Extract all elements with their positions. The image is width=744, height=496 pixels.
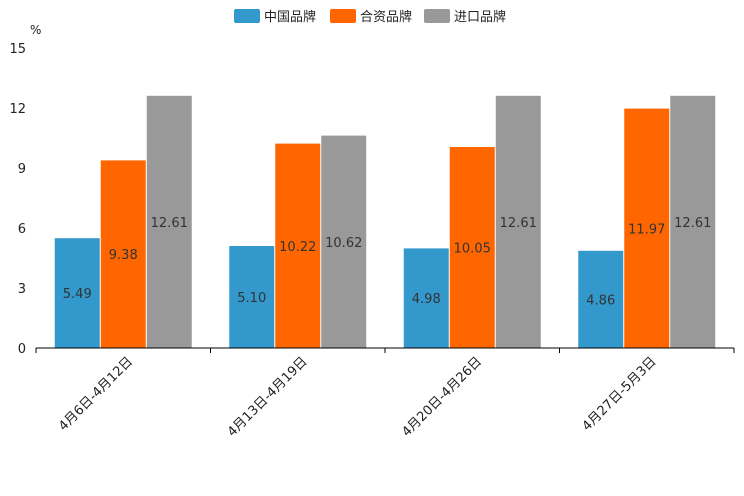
bar-value-label: 12.61 bbox=[500, 216, 537, 231]
y-axis: 0 3 6 9 12 15 bbox=[9, 42, 26, 357]
bar bbox=[670, 95, 716, 348]
bar-value-label: 4.98 bbox=[412, 292, 441, 307]
bar bbox=[321, 135, 367, 348]
bar-value-label: 11.97 bbox=[628, 222, 665, 237]
x-category-label: 4月6日-4月12日 bbox=[56, 354, 136, 434]
value-labels: 5.49 9.38 12.61 5.10 10.22 10.62 4.98 10.05 12.6… bbox=[63, 216, 712, 309]
bar-value-label: 10.62 bbox=[325, 236, 362, 251]
x-category-label: 4月20日-4月26日 bbox=[399, 354, 485, 440]
bar bbox=[624, 108, 670, 348]
bar bbox=[449, 147, 495, 348]
bar bbox=[495, 95, 541, 348]
bar bbox=[403, 248, 449, 348]
y-tick-label: 15 bbox=[9, 42, 26, 57]
y-tick-label: 9 bbox=[18, 162, 26, 177]
bar-value-label: 12.61 bbox=[151, 216, 188, 231]
legend-label: 合资品牌 bbox=[360, 9, 412, 25]
legend-swatch bbox=[234, 9, 260, 23]
bar-value-label: 12.61 bbox=[674, 216, 711, 231]
bar-value-label: 9.38 bbox=[109, 248, 138, 263]
bar-value-label: 10.05 bbox=[454, 242, 491, 257]
y-axis-unit-label: % bbox=[30, 23, 41, 37]
bar-value-label: 5.10 bbox=[237, 291, 266, 306]
bar-value-label: 5.49 bbox=[63, 287, 92, 302]
legend-label: 进口品牌 bbox=[454, 9, 506, 25]
bar-value-label: 10.22 bbox=[279, 240, 316, 255]
legend-swatch bbox=[330, 9, 356, 23]
bar bbox=[54, 238, 100, 348]
bars bbox=[54, 95, 716, 348]
x-axis: 4月6日-4月12日 4月13日-4月19日 4月20日-4月26日 4月27日-5月… bbox=[35, 348, 735, 440]
x-category-label: 4月27日-5月3日 bbox=[580, 354, 660, 434]
bar-value-label: 4.86 bbox=[586, 293, 615, 308]
bar bbox=[275, 143, 321, 348]
y-tick-label: 0 bbox=[18, 342, 26, 357]
bar bbox=[578, 250, 624, 348]
legend-label: 中国品牌 bbox=[264, 9, 316, 25]
legend: 中国品牌 合资品牌 进口品牌 bbox=[234, 9, 506, 25]
bar bbox=[229, 246, 275, 348]
bar bbox=[100, 160, 146, 348]
y-tick-label: 3 bbox=[18, 282, 26, 297]
bar bbox=[146, 95, 192, 348]
legend-swatch bbox=[424, 9, 450, 23]
y-tick-label: 6 bbox=[18, 222, 26, 237]
x-category-label: 4月13日-4月19日 bbox=[225, 354, 311, 440]
y-tick-label: 12 bbox=[9, 102, 26, 117]
